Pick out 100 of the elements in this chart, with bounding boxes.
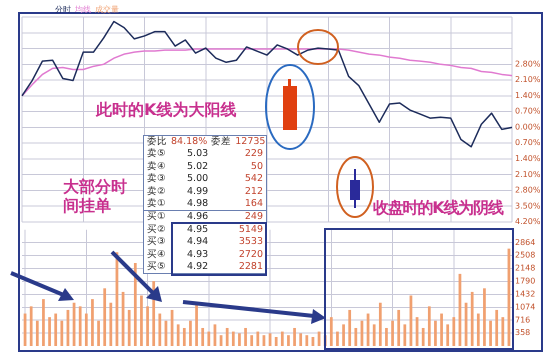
bar xyxy=(495,310,498,346)
y-tick-label: 2148 xyxy=(515,264,536,273)
bar xyxy=(256,332,260,346)
bar xyxy=(410,296,412,346)
bar xyxy=(366,314,370,346)
bar xyxy=(342,324,345,346)
bar xyxy=(146,306,149,346)
bar xyxy=(182,328,186,346)
bar xyxy=(207,332,210,346)
bar xyxy=(446,324,450,346)
bar xyxy=(54,314,58,346)
bar xyxy=(318,332,320,346)
bar xyxy=(385,328,388,346)
bar xyxy=(293,328,296,346)
bar xyxy=(158,314,162,346)
bar xyxy=(262,335,266,346)
annotation: 大部分时间挂单 xyxy=(63,177,128,215)
bar xyxy=(403,324,406,346)
bar xyxy=(116,252,118,346)
bar xyxy=(476,314,480,346)
bar xyxy=(170,310,174,346)
bar xyxy=(42,299,45,346)
bar xyxy=(434,320,437,346)
y-tick-label: 0.70% xyxy=(515,106,541,116)
text: 成交量 xyxy=(95,5,119,14)
bar xyxy=(397,310,400,346)
text: 买⑤ 4.92 2281 xyxy=(147,260,263,272)
bar xyxy=(483,288,486,346)
bar xyxy=(360,320,364,346)
bar xyxy=(330,317,333,346)
y-tick-label: 2508 xyxy=(515,250,536,260)
bar xyxy=(287,335,290,346)
text: 卖③ 5.00 542 xyxy=(147,173,263,184)
bar xyxy=(48,317,51,346)
y-tick-label: 2864 xyxy=(515,238,536,247)
text: 卖⑤ 5.03 229 xyxy=(147,148,263,160)
bar xyxy=(489,320,492,346)
text: 卖② 4.99 212 xyxy=(147,186,263,197)
y-tick-label: 2.80% xyxy=(515,59,541,68)
bar xyxy=(189,320,192,346)
bar xyxy=(268,333,272,346)
bar xyxy=(176,324,180,346)
y-tick-label: 358 xyxy=(515,328,530,338)
y-tick-label: 2.80% xyxy=(515,186,541,195)
bar xyxy=(470,292,474,346)
bar xyxy=(140,296,143,346)
bar xyxy=(422,328,425,346)
y-tick-label: 2.10% xyxy=(515,75,541,84)
annotation: 收盘时的K线为阴线 xyxy=(373,198,503,217)
bar xyxy=(416,317,418,346)
y-tick-label: 2.10% xyxy=(515,170,541,179)
bar xyxy=(452,317,456,346)
bar xyxy=(312,336,314,346)
bar xyxy=(84,314,88,346)
y-tick-label: 1432 xyxy=(515,289,536,298)
bar xyxy=(91,299,94,346)
bar xyxy=(244,328,247,346)
bar xyxy=(464,302,468,346)
annotation: 委比 84.18% 委差 12735 xyxy=(147,136,266,148)
bar xyxy=(164,320,168,346)
y-tick-label: 1.40% xyxy=(515,90,541,100)
bar xyxy=(305,335,308,346)
bar xyxy=(508,248,510,346)
bar xyxy=(348,310,352,346)
y-tick-label: 4.20% xyxy=(515,217,541,226)
bar xyxy=(97,320,100,346)
bar xyxy=(201,328,204,346)
bar xyxy=(372,324,376,346)
bar xyxy=(299,333,302,346)
bar xyxy=(220,335,222,346)
bar xyxy=(280,332,284,346)
bar xyxy=(122,292,124,346)
text: 买③ 4.94 3533 xyxy=(147,236,263,248)
bar xyxy=(458,274,462,346)
bar xyxy=(24,314,26,346)
y-tick-label: 1074 xyxy=(515,302,536,312)
bar xyxy=(214,324,216,346)
bar xyxy=(378,302,382,346)
y-tick-label: 3.50% xyxy=(515,201,541,210)
bar xyxy=(103,288,106,346)
bar xyxy=(109,302,112,346)
text: 卖④ 5.02 50 xyxy=(147,160,263,172)
y-tick-label: 0.00% xyxy=(515,122,541,132)
y-tick-label: 1.40% xyxy=(515,154,541,163)
bar xyxy=(238,333,241,346)
bar xyxy=(226,328,229,346)
text: 均线 xyxy=(75,5,91,14)
bar xyxy=(391,320,394,346)
bar xyxy=(72,302,76,346)
text: 分时 xyxy=(55,5,71,14)
bar xyxy=(428,306,431,346)
annotation: 此时的K线为大阳线 xyxy=(96,100,236,119)
y-tick-label: 716 xyxy=(515,315,530,324)
text: 买④ 4.93 2720 xyxy=(147,248,263,260)
text: 买① 4.96 249 xyxy=(147,211,263,222)
text: 卖① 4.98 164 xyxy=(147,198,263,209)
bar xyxy=(128,310,131,346)
bar xyxy=(440,314,443,346)
bar xyxy=(66,310,70,346)
bar xyxy=(30,306,33,346)
